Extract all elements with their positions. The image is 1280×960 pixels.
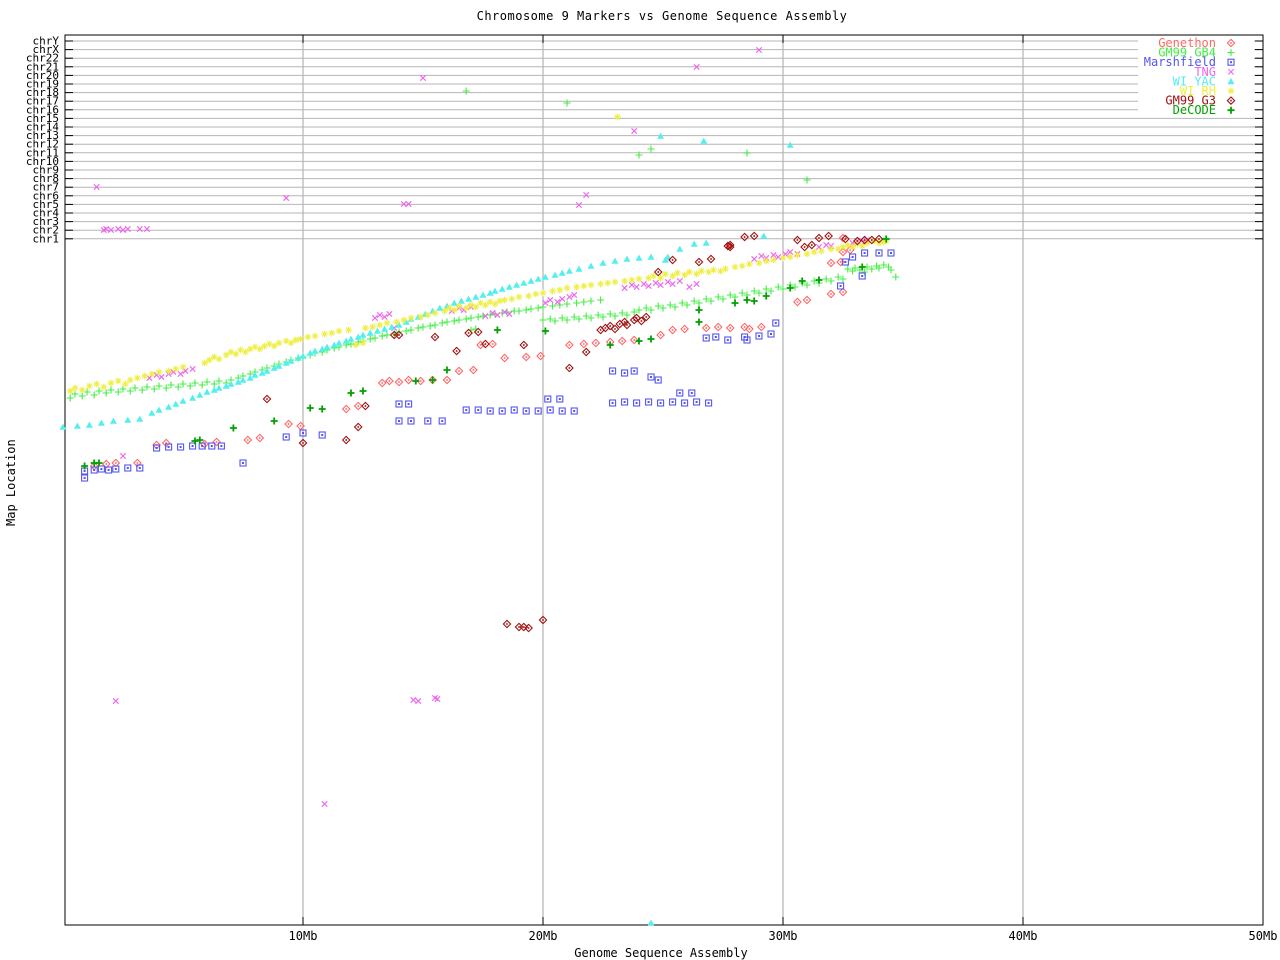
series-gm99-gb4 (66, 87, 900, 402)
legend-entry-genethon: Genethon (1158, 36, 1236, 50)
chrom-label: chr16 (26, 103, 59, 116)
legend-label: Marshfield (1144, 55, 1216, 69)
x-tick-label: 40Mb (1009, 929, 1038, 943)
legend-label: WI RH (1180, 84, 1216, 98)
legend-label: GM99 GB4 (1158, 46, 1216, 60)
legend-label: Genethon (1158, 36, 1216, 50)
legend-label: WI YAC (1173, 74, 1216, 88)
y-axis-label: Map Location (4, 439, 18, 526)
legend-label: DeCODE (1173, 103, 1216, 117)
legend-entry-wi-yac: WI YAC (1173, 74, 1235, 88)
chrom-label: chr20 (26, 69, 59, 82)
legend-background (1138, 36, 1254, 116)
x-tick-label: 10Mb (289, 929, 318, 943)
legend-entry-gm99-g3: GM99 G3 (1165, 94, 1236, 108)
chrom-label: chr22 (26, 52, 59, 65)
chrom-label: chr18 (26, 86, 59, 99)
legend-label: TNG (1194, 65, 1216, 79)
chrom-label: chr10 (26, 155, 59, 168)
chrom-label: chr2 (33, 224, 60, 237)
x-axis-label: Genome Sequence Assembly (574, 946, 748, 960)
chrom-label: chr11 (26, 146, 59, 159)
chrom-label: chr4 (33, 207, 60, 220)
chrom-label: chr19 (26, 78, 59, 91)
chrom-label: chr7 (33, 181, 60, 194)
series-gm99-g3 (262, 231, 884, 633)
series-marshfield (81, 249, 895, 482)
chrom-label: chr13 (26, 129, 59, 142)
chrom-label: chr6 (33, 189, 60, 202)
chrom-label: chr8 (33, 172, 60, 185)
chrom-label: chr3 (33, 215, 60, 228)
chrom-label: chr5 (33, 198, 60, 211)
gridlines (65, 35, 1263, 925)
chrom-label: chrX (33, 43, 60, 56)
chrom-label: chr15 (26, 112, 59, 125)
chrom-label: chrY (33, 35, 60, 48)
legend-entry-wi-rh: WI RH (1180, 84, 1235, 98)
legend-entry-marshfield: Marshfield (1144, 55, 1235, 69)
series-genethon (89, 233, 855, 471)
legend-label: GM99 G3 (1165, 94, 1216, 108)
chrom-label: chr17 (26, 95, 59, 108)
x-tick-label: 30Mb (769, 929, 798, 943)
chrom-label: chr9 (33, 164, 60, 177)
series-wi-yac (59, 132, 888, 926)
legend-entry-tng: TNG (1194, 65, 1235, 79)
x-tick-labels: 10Mb 20Mb 30Mb 40Mb 50Mb (289, 929, 1278, 943)
series-decode (81, 235, 890, 470)
x-tick-label: 50Mb (1249, 929, 1278, 943)
legend-entry-gm99-gb4: GM99 GB4 (1158, 46, 1235, 60)
legend-entry-decode: DeCODE (1173, 103, 1235, 117)
chrom-label: chr14 (26, 121, 59, 134)
series-wi-rh (66, 113, 890, 395)
x-tick-label: 20Mb (529, 929, 558, 943)
chromosome-labels: chrYchrXchr22chr21chr20chr19chr18chr17ch… (26, 35, 59, 246)
chrom-label: chr1 (33, 232, 60, 245)
chrom-label: chr12 (26, 138, 59, 151)
chrom-label: chr21 (26, 60, 59, 73)
chart-title: Chromosome 9 Markers vs Genome Sequence … (476, 9, 848, 23)
plot-frame (64, 34, 1264, 926)
axis-ticks (65, 35, 1264, 925)
